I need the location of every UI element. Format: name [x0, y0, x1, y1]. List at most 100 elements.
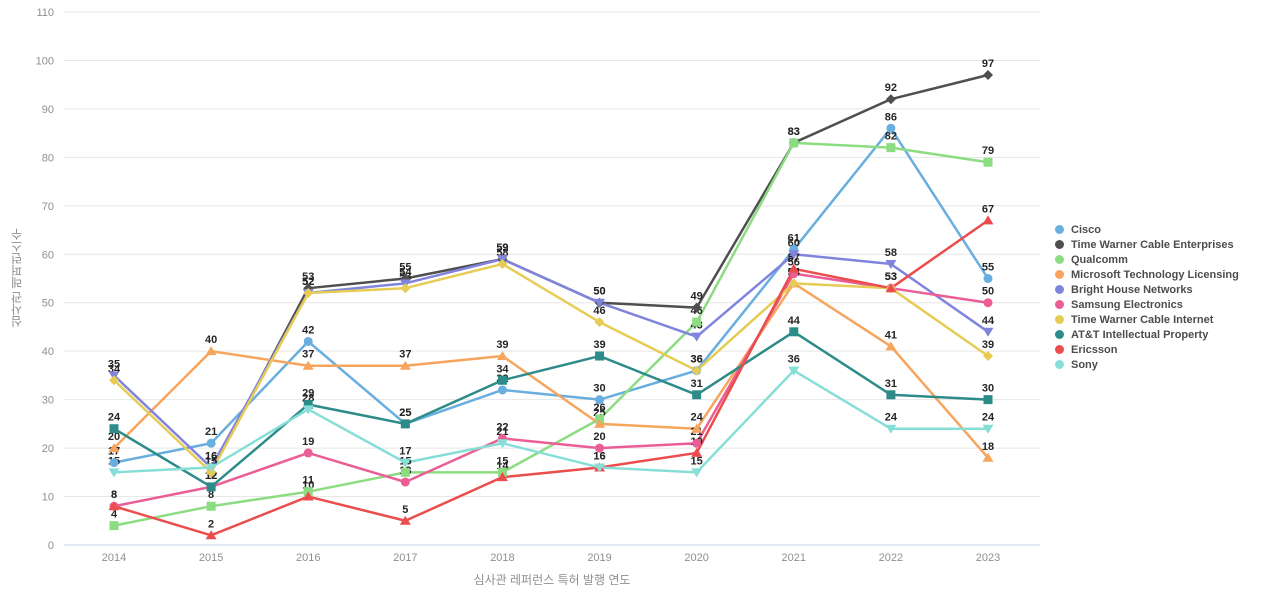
value-label-sony-2019: 16 [593, 450, 605, 462]
data-point-microsoft-technology-licensing-2014 [108, 443, 120, 453]
value-label-at-t-intellectual-property-2014: 24 [108, 412, 121, 424]
data-point-ericsson-2020 [691, 447, 703, 457]
value-label-sony-2017: 17 [399, 446, 411, 458]
value-label-time-warner-cable-enterprises-2017: 55 [399, 262, 411, 274]
value-label-qualcomm-2018: 15 [496, 455, 508, 467]
value-label-time-warner-cable-enterprises-2018: 59 [496, 242, 508, 254]
legend-swatch-cisco [1055, 225, 1064, 234]
value-label-time-warner-cable-internet-2016: 52 [302, 276, 314, 288]
value-label-sony-2021: 36 [788, 354, 800, 366]
data-point-microsoft-technology-licensing-2015 [205, 346, 217, 356]
legend-item-time-warner-cable-enterprises[interactable]: Time Warner Cable Enterprises [1055, 237, 1239, 252]
data-point-bright-house-networks-2019 [594, 298, 606, 308]
data-point-at-t-intellectual-property-2023 [983, 395, 993, 405]
data-point-cisco-2018 [497, 385, 507, 395]
x-tick-label: 2016 [296, 552, 320, 564]
value-label-cisco-2021: 61 [788, 232, 800, 244]
legend-swatch-time-warner-cable-enterprises [1055, 240, 1064, 249]
series-line-time-warner-cable-internet [112, 262, 990, 474]
data-point-cisco-2019 [595, 395, 605, 405]
y-axis-title: 심사관 레퍼런스수 [10, 228, 24, 328]
value-label-ericsson-2014: 8 [111, 489, 117, 501]
value-label-bright-house-networks-2017: 54 [399, 266, 412, 278]
data-point-ericsson-2018 [496, 472, 508, 482]
legend-swatch-sony [1055, 360, 1064, 369]
data-point-cisco-2014 [109, 458, 119, 468]
data-point-at-t-intellectual-property-2016 [303, 399, 313, 409]
data-point-at-t-intellectual-property-2021 [789, 327, 799, 337]
legend-item-samsung-electronics[interactable]: Samsung Electronics [1055, 297, 1239, 312]
value-label-time-warner-cable-internet-2018: 58 [496, 247, 508, 259]
data-point-samsung-electronics-2020 [692, 438, 702, 448]
legend-item-ericsson[interactable]: Ericsson [1055, 342, 1239, 357]
value-label-samsung-electronics-2016: 19 [302, 436, 314, 448]
value-label-cisco-2020: 36 [691, 354, 703, 366]
value-label-time-warner-cable-enterprises-2019: 50 [593, 286, 605, 298]
data-point-time-warner-cable-internet-2020 [691, 365, 702, 376]
value-label-samsung-electronics-2018: 22 [496, 421, 508, 433]
data-point-ericsson-2021 [788, 263, 800, 273]
value-label-bright-house-networks-2014: 35 [108, 358, 120, 370]
value-label-microsoft-technology-licensing-2017: 37 [399, 349, 411, 361]
data-point-bright-house-networks-2023 [982, 327, 994, 337]
value-label-time-warner-cable-enterprises-2020: 49 [691, 291, 703, 303]
data-point-ericsson-2016 [302, 491, 314, 501]
series-line-samsung-electronics [112, 272, 990, 508]
data-point-at-t-intellectual-property-2019 [595, 351, 605, 361]
legend-item-at-t-intellectual-property[interactable]: AT&T Intellectual Property [1055, 327, 1239, 342]
value-label-microsoft-technology-licensing-2023: 18 [982, 441, 994, 453]
data-point-time-warner-cable-enterprises-2022 [885, 94, 896, 105]
value-label-bright-house-networks-2015: 16 [205, 450, 217, 462]
x-tick-label: 2017 [393, 552, 417, 564]
x-tick-label: 2015 [199, 552, 223, 564]
value-label-time-warner-cable-internet-2019: 46 [593, 305, 605, 317]
legend-item-microsoft-technology-licensing[interactable]: Microsoft Technology Licensing [1055, 267, 1239, 282]
value-label-samsung-electronics-2023: 50 [982, 286, 994, 298]
data-point-at-t-intellectual-property-2015 [206, 482, 216, 492]
x-tick-label: 2023 [976, 552, 1000, 564]
legend-item-qualcomm[interactable]: Qualcomm [1055, 252, 1239, 267]
x-tick-label: 2021 [782, 552, 806, 564]
data-point-sony-2016 [302, 405, 314, 415]
x-axis-title: 심사관 레퍼런스 특허 발행 연도 [473, 573, 631, 587]
legend-label: Cisco [1071, 223, 1101, 236]
series-line-qualcomm [112, 141, 990, 527]
value-label-microsoft-technology-licensing-2020: 24 [691, 412, 704, 424]
legend-item-bright-house-networks[interactable]: Bright House Networks [1055, 282, 1239, 297]
value-label-bright-house-networks-2019: 50 [593, 286, 605, 298]
data-point-time-warner-cable-internet-2019 [594, 317, 605, 328]
legend-item-sony[interactable]: Sony [1055, 357, 1239, 372]
data-point-bright-house-networks-2020 [691, 332, 703, 342]
value-label-bright-house-networks-2022: 58 [885, 247, 897, 259]
value-label-time-warner-cable-internet-2023: 39 [982, 339, 994, 351]
value-label-qualcomm-2023: 79 [982, 145, 994, 157]
value-label-samsung-electronics-2019: 20 [593, 431, 605, 443]
value-label-time-warner-cable-enterprises-2023: 97 [982, 58, 994, 70]
value-label-cisco-2015: 21 [205, 426, 217, 438]
data-point-time-warner-cable-internet-2023 [982, 351, 993, 362]
value-label-samsung-electronics-2021: 56 [788, 257, 800, 269]
data-point-time-warner-cable-internet-2016 [303, 288, 314, 299]
value-label-bright-house-networks-2018: 59 [496, 242, 508, 254]
data-point-sony-2019 [594, 463, 606, 473]
value-label-qualcomm-2014: 4 [111, 509, 118, 521]
legend-swatch-bright-house-networks [1055, 285, 1064, 294]
y-tick-label: 0 [48, 540, 54, 552]
legend-label: AT&T Intellectual Property [1071, 328, 1209, 341]
data-point-microsoft-technology-licensing-2017 [399, 360, 411, 370]
legend-label: Ericsson [1071, 343, 1118, 356]
value-label-cisco-2019: 30 [593, 383, 605, 395]
legend-item-time-warner-cable-internet[interactable]: Time Warner Cable Internet [1055, 312, 1239, 327]
value-label-samsung-electronics-2022: 53 [885, 271, 897, 283]
legend-item-cisco[interactable]: Cisco [1055, 222, 1239, 237]
data-point-qualcomm-2023 [983, 157, 993, 167]
data-point-sony-2021 [788, 366, 800, 376]
legend-swatch-microsoft-technology-licensing [1055, 270, 1064, 279]
value-label-qualcomm-2021: 83 [788, 126, 800, 138]
data-point-qualcomm-2022 [886, 143, 896, 153]
y-tick-label: 30 [42, 395, 54, 407]
value-label-qualcomm-2015: 8 [208, 489, 214, 501]
y-tick-label: 20 [42, 443, 54, 455]
